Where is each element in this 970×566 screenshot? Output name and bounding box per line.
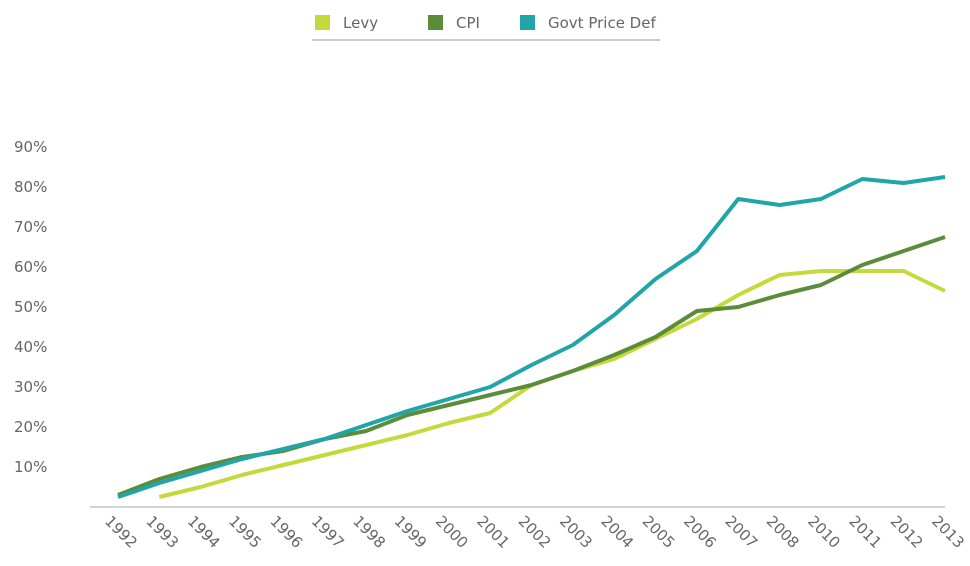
x-tick-label: 2011 [845, 512, 885, 552]
legend-swatch [315, 15, 330, 30]
legend-swatch [520, 15, 535, 30]
x-tick-label: 1995 [225, 512, 265, 552]
y-tick-label: 60% [14, 258, 47, 276]
x-tick-label: 1997 [308, 512, 348, 552]
x-tick-label: 2005 [639, 512, 679, 552]
legend-swatch [428, 15, 443, 30]
x-tick-label: 2002 [515, 512, 555, 552]
legend-label: CPI [456, 14, 480, 32]
x-tick-label: 1994 [184, 512, 224, 552]
x-tick-label: 2003 [556, 512, 596, 552]
x-tick-label: 2008 [763, 512, 803, 552]
x-tick-label: 1999 [391, 512, 431, 552]
x-tick-label: 1998 [349, 512, 389, 552]
y-tick-label: 70% [14, 218, 47, 236]
legend-label: Govt Price Def [548, 14, 656, 32]
series-line [117, 175, 946, 499]
x-tick-label: 1992 [101, 512, 141, 552]
y-tick-label: 10% [14, 458, 47, 476]
y-tick-label: 30% [14, 378, 47, 396]
y-tick-label: 20% [14, 418, 47, 436]
x-tick-label: 1993 [143, 512, 183, 552]
y-tick-label: 80% [14, 178, 47, 196]
x-tick-label: 2010 [804, 512, 844, 552]
legend-label: Levy [343, 14, 378, 32]
x-tick-label: 2013 [928, 512, 968, 552]
y-tick-label: 40% [14, 338, 47, 356]
x-tick-label: 1996 [267, 512, 307, 552]
x-tick-label: 2006 [680, 512, 720, 552]
x-tick-label: 2012 [887, 512, 927, 552]
x-tick-label: 2001 [473, 512, 513, 552]
x-tick-label: 2004 [597, 512, 637, 552]
x-tick-label: 2000 [432, 512, 472, 552]
x-tick-label: 2007 [721, 512, 761, 552]
y-tick-label: 90% [14, 138, 47, 156]
series-line [158, 269, 946, 499]
y-tick-label: 50% [14, 298, 47, 316]
